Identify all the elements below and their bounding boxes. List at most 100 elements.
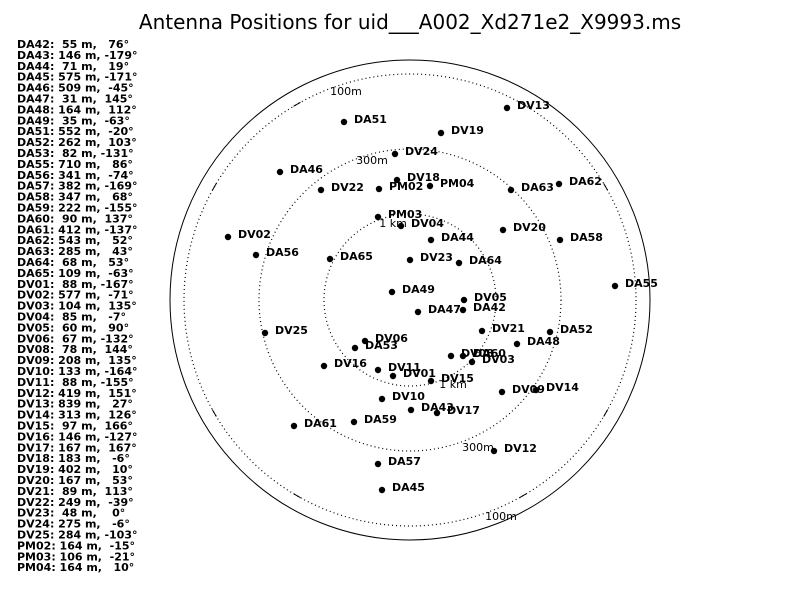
antenna-label: DA49	[402, 283, 435, 296]
antenna-label: PM04	[440, 177, 475, 190]
antenna-marker	[503, 104, 511, 112]
antenna-list-item: DA51: 552 m, -20°	[17, 125, 134, 138]
antenna-list-item: DA59: 222 m, -155°	[17, 202, 137, 215]
antenna-marker	[513, 340, 521, 348]
antenna-marker	[389, 372, 397, 380]
antenna-marker	[407, 406, 415, 414]
antenna-marker	[388, 288, 396, 296]
antenna-label: DV14	[546, 381, 579, 394]
antenna-list-item: DA65: 109 m, -63°	[17, 267, 134, 280]
antenna-list-item: DV16: 146 m, -127°	[17, 430, 137, 443]
antenna-label: DA42	[473, 301, 506, 314]
azimuth-tick	[603, 409, 609, 417]
antenna-label: DA60	[473, 347, 506, 360]
antenna-list-item: DA61: 412 m, -137°	[17, 223, 137, 236]
antenna-list-item: PM04: 164 m, 10°	[17, 561, 134, 574]
antenna-list-item: DV03: 104 m, 135°	[17, 300, 137, 313]
antenna-list-item: DA46: 509 m, -45°	[17, 82, 134, 95]
antenna-marker	[340, 118, 348, 126]
antenna-marker	[290, 422, 298, 430]
antenna-list-item: DV10: 133 m, -164°	[17, 365, 137, 378]
antenna-list-item: DV01: 88 m, -167°	[17, 278, 134, 291]
azimuth-tick	[293, 493, 301, 499]
antenna-marker	[414, 308, 422, 316]
antenna-marker	[326, 255, 334, 263]
antenna-marker	[459, 306, 467, 314]
antenna-label: DA51	[354, 113, 387, 126]
antenna-list-item: DV21: 89 m, 113°	[17, 485, 133, 498]
antenna-marker	[556, 236, 564, 244]
antenna-list-item: DV13: 839 m, 27°	[17, 398, 133, 411]
antenna-label: DV18	[407, 171, 440, 184]
range-ring-1	[258, 148, 562, 452]
antenna-list-item: DV08: 78 m, 144°	[17, 343, 133, 356]
antenna-marker	[361, 337, 369, 345]
antenna-list-item: DV11: 88 m, -155°	[17, 376, 134, 389]
antenna-marker	[252, 251, 260, 259]
antenna-list-item: DV15: 97 m, 166°	[17, 420, 133, 433]
antenna-label: DV25	[275, 324, 308, 337]
antenna-marker	[532, 386, 540, 394]
antenna-marker	[447, 352, 455, 360]
ring-label: 300m	[462, 441, 494, 454]
antenna-list-item: DV04: 85 m, -7°	[17, 311, 126, 324]
antenna-label: DV15	[441, 372, 474, 385]
antenna-label: DA65	[340, 250, 373, 263]
antenna-marker	[427, 377, 435, 385]
antenna-list-item: DA47: 31 m, 145°	[17, 93, 133, 106]
antenna-list-item: PM02: 164 m, -15°	[17, 539, 135, 552]
antenna-list-item: DV17: 167 m, 167°	[17, 441, 137, 454]
antenna-marker	[455, 259, 463, 267]
antenna-marker	[426, 182, 434, 190]
antenna-list-item: DV05: 60 m, 90°	[17, 321, 129, 334]
antenna-label: DA56	[266, 246, 299, 259]
antenna-marker	[490, 447, 498, 455]
azimuth-tick	[211, 183, 217, 191]
range-ring-0	[183, 73, 637, 527]
outer-ring	[169, 59, 651, 541]
antenna-list-item: DA43: 146 m, -179°	[17, 49, 137, 62]
antenna-label: DA61	[304, 417, 337, 430]
antenna-marker	[224, 233, 232, 241]
antenna-label: DV17	[447, 404, 480, 417]
antenna-label: DV04	[411, 217, 444, 230]
antenna-label: DA45	[392, 481, 425, 494]
antenna-label: DV13	[517, 99, 550, 112]
antenna-label: DA64	[469, 254, 502, 267]
antenna-marker	[459, 352, 467, 360]
antenna-marker	[317, 186, 325, 194]
antenna-list-item: DV24: 275 m, -6°	[17, 518, 130, 531]
antenna-label: DA58	[570, 231, 603, 244]
antenna-list-item: DV02: 577 m, -71°	[17, 289, 134, 302]
antenna-marker	[374, 460, 382, 468]
antenna-label: DA47	[428, 303, 461, 316]
antenna-marker	[397, 222, 405, 230]
antenna-label: DA63	[521, 181, 554, 194]
azimuth-tick	[519, 493, 527, 499]
antenna-list-item: DA63: 285 m, 43°	[17, 245, 133, 258]
antenna-label: PM03	[388, 208, 422, 221]
antenna-label: DV02	[238, 228, 271, 241]
azimuth-tick	[603, 183, 609, 191]
antenna-marker	[507, 186, 515, 194]
antenna-label: DA57	[388, 455, 421, 468]
antenna-marker	[406, 256, 414, 264]
antenna-list-item: DA44: 71 m, 19°	[17, 60, 129, 73]
antenna-list-item: DV23: 48 m, 0°	[17, 507, 125, 520]
antenna-list-item: DA60: 90 m, 137°	[17, 212, 133, 225]
antenna-label: DV24	[405, 145, 438, 158]
antenna-label: DA43	[421, 401, 454, 414]
antenna-label: DV22	[331, 181, 364, 194]
antenna-label: DA48	[527, 335, 560, 348]
antenna-label: DA44	[441, 231, 474, 244]
antenna-label: DV20	[513, 221, 546, 234]
antenna-label: DV08	[461, 347, 494, 360]
antenna-list-item: DV18: 183 m, -6°	[17, 452, 130, 465]
antenna-marker	[391, 150, 399, 158]
antenna-marker	[378, 395, 386, 403]
antenna-label: DV16	[334, 357, 367, 370]
range-ring-2	[323, 213, 497, 387]
antenna-marker	[393, 176, 401, 184]
antenna-marker	[261, 329, 269, 337]
